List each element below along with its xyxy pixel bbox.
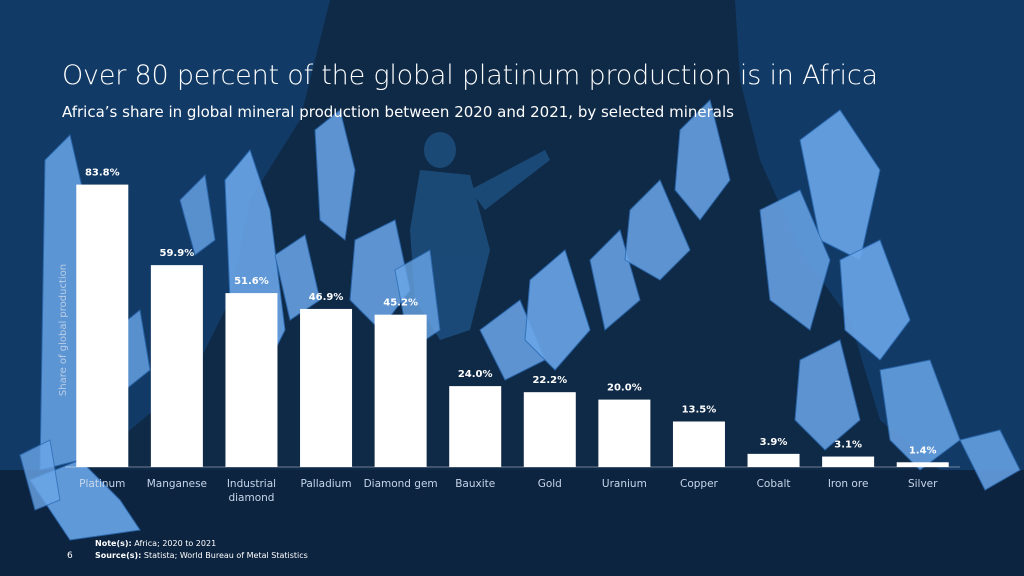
crystal [759, 189, 831, 331]
value-label: 3.1% [834, 440, 862, 451]
bar-industrial-diamond [225, 293, 278, 467]
crystal [314, 109, 356, 241]
crystal [799, 109, 881, 261]
category-label-line: Uranium [602, 478, 647, 490]
value-label: 45.2% [383, 298, 418, 309]
source-line: Source(s): Statista; World Bureau of Met… [95, 550, 308, 562]
category-label-line: diamond [228, 492, 274, 504]
category-label: Copper [680, 478, 719, 490]
category-label-line: Gold [538, 478, 562, 490]
category-label: Gold [538, 478, 562, 490]
note-text: Africa; 2020 to 2021 [134, 539, 217, 548]
category-label-line: Cobalt [757, 478, 791, 490]
bar-iron-ore [822, 456, 875, 467]
value-label: 20.0% [607, 383, 642, 394]
miner-head [424, 132, 456, 168]
footer: Note(s): Africa; 2020 to 2021 Source(s):… [95, 538, 308, 562]
bar-platinum [76, 184, 129, 467]
bar-cobalt [747, 453, 800, 467]
category-label: Platinum [79, 478, 125, 490]
y-axis-label: Share of global production [58, 264, 69, 396]
bars [76, 184, 949, 467]
category-label: Industrial diamond [227, 478, 276, 504]
crystal [349, 219, 411, 331]
crystal [29, 459, 141, 541]
category-label-line: Copper [680, 478, 719, 490]
crystal [179, 173, 216, 256]
value-label: 3.9% [760, 437, 788, 448]
crystal [274, 234, 321, 321]
bar-bauxite [449, 386, 502, 467]
category-label: Uranium [602, 478, 647, 490]
crystal [674, 99, 731, 221]
category-label-line: Bauxite [455, 478, 495, 490]
category-label: Cobalt [757, 478, 791, 490]
value-labels: 83.8% 59.9% 51.6% 46.9% 45.2% 24.0% 22.2% 20.0%… [85, 168, 937, 457]
category-label: Silver [908, 478, 938, 490]
category-label: Diamond gem [364, 478, 438, 490]
note-line: Note(s): Africa; 2020 to 2021 [95, 538, 308, 550]
crystal [839, 239, 911, 361]
value-label: 46.9% [309, 292, 344, 303]
bar-manganese [150, 265, 203, 467]
bar-silver [896, 462, 949, 467]
chart-title: Over 80 percent of the global platinum p… [62, 60, 878, 91]
note-label: Note(s): [95, 539, 132, 548]
bar-palladium [300, 308, 353, 467]
value-label: 83.8% [85, 168, 120, 179]
crystal [524, 249, 591, 371]
category-label-line: Diamond gem [364, 478, 438, 490]
value-label: 24.0% [458, 369, 493, 380]
bar-copper [672, 421, 725, 467]
category-label-line: Platinum [79, 478, 125, 490]
value-label: 1.4% [909, 445, 937, 456]
category-label-line: Industrial [227, 478, 276, 490]
value-label: 22.2% [532, 375, 567, 386]
category-label: Bauxite [455, 478, 495, 490]
value-label: 59.9% [160, 248, 195, 259]
value-label: 51.6% [234, 276, 269, 287]
value-label: 13.5% [682, 405, 717, 416]
category-label: Palladium [301, 478, 352, 490]
cave-floor [0, 470, 1024, 576]
crystal [794, 339, 861, 451]
category-label: Iron ore [828, 478, 869, 490]
chart-subtitle: Africa’s share in global mineral product… [62, 103, 734, 121]
category-label-line: Manganese [147, 478, 207, 490]
bar-diamond-gem [374, 314, 427, 467]
source-text: Statista; World Bureau of Metal Statisti… [143, 551, 308, 560]
category-label-line: Iron ore [828, 478, 869, 490]
crystal [879, 359, 961, 471]
page-number: 6 [67, 551, 73, 561]
crystal [19, 439, 61, 511]
category-label-line: Palladium [301, 478, 352, 490]
crystal [959, 429, 1021, 491]
bar-uranium [598, 399, 651, 467]
source-label: Source(s): [95, 551, 142, 560]
bar-gold [523, 392, 576, 467]
category-label: Manganese [147, 478, 207, 490]
category-labels: Platinum Manganese Industrial diamond Pallad… [79, 478, 938, 504]
crystal [589, 229, 641, 331]
category-label-line: Silver [908, 478, 938, 490]
miner-pickaxe [470, 150, 550, 210]
crystal [624, 179, 691, 281]
